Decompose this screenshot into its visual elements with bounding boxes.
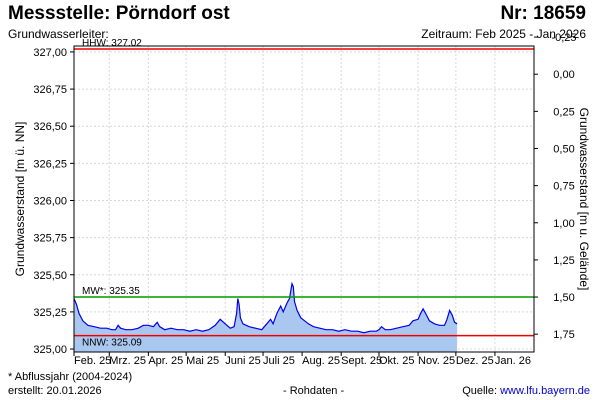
- left-tick-label: 325,50: [33, 270, 67, 282]
- source-label: Quelle:: [462, 385, 501, 397]
- left-tick-label: 325,00: [33, 344, 67, 356]
- source: Quelle: www.lfu.bayern.de: [462, 385, 590, 397]
- reference-label-hhw: HHW: 327.02: [82, 38, 142, 49]
- right-tick-label: -0,25: [551, 32, 576, 44]
- right-tick-label: 1,50: [553, 292, 574, 304]
- reference-label-mw: MW*: 325.35: [82, 286, 140, 297]
- right-tick-label: 0,75: [553, 181, 574, 193]
- left-tick-label: 326,75: [33, 84, 67, 96]
- x-tick-label: Apr. 25: [148, 355, 183, 367]
- right-tick-label: 1,75: [553, 329, 574, 341]
- plot-frame: [73, 45, 535, 353]
- left-tick-label: 325,25: [33, 307, 67, 319]
- x-tick-label: Mai 25: [186, 355, 219, 367]
- y-axis-title-right: Grundwasserstand [m u. Gelände]: [577, 108, 591, 291]
- left-tick-label: 325,75: [33, 233, 67, 245]
- left-tick-label: 327,00: [33, 47, 67, 59]
- x-tick-label: Jan. 26: [495, 355, 531, 367]
- source-link[interactable]: www.lfu.bayern.de: [500, 385, 590, 397]
- x-tick-label: Aug. 25: [302, 355, 340, 367]
- station-number: Nr: 18659: [500, 3, 586, 24]
- x-tick-label: Sept. 25: [341, 355, 382, 367]
- x-tick-label: Juni 25: [225, 355, 260, 367]
- right-tick-label: 0,50: [553, 143, 574, 155]
- raw-data-note: - Rohdaten -: [283, 385, 345, 397]
- right-tick-label: 1,25: [553, 255, 574, 267]
- x-tick-label: Okt. 25: [379, 355, 414, 367]
- left-tick-label: 326,00: [33, 195, 67, 207]
- page-title: Messstelle: Pörndorf ost: [8, 3, 230, 24]
- x-tick-label: Dez. 25: [456, 355, 494, 367]
- right-tick-label: 0,00: [553, 69, 574, 81]
- y-axis-title-left: Grundwasserstand [m ü. NN]: [13, 122, 27, 277]
- right-tick-label: 0,25: [553, 106, 574, 118]
- series-line: [73, 281, 458, 334]
- x-tick-label: Mrz. 25: [109, 355, 146, 367]
- footnote: * Abflussjahr (2004-2024): [8, 371, 133, 383]
- x-tick-label: Juli 25: [263, 355, 295, 367]
- left-tick-label: 326,25: [33, 158, 67, 170]
- reference-label-nnw: NNW: 325.09: [82, 338, 142, 349]
- period-label: Zeitraum: Feb 2025 - Jan 2026: [421, 27, 586, 41]
- x-tick-label: Feb. 25: [74, 355, 111, 367]
- x-tick-label: Nov. 25: [418, 355, 455, 367]
- right-tick-label: 1,00: [553, 218, 574, 230]
- aquifer-label: Grundwasserleiter:: [8, 27, 109, 41]
- left-tick-label: 326,50: [33, 121, 67, 133]
- created-date: erstellt: 20.01.2026: [8, 385, 102, 397]
- plot-area: [74, 46, 534, 352]
